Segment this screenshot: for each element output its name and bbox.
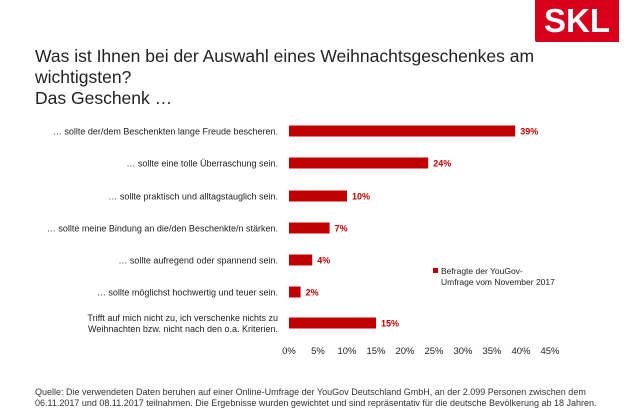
source-note: Quelle: Die verwendeten Daten beruhen au… (35, 387, 597, 408)
bar-6 (289, 286, 301, 298)
category-labels: … sollte der/dem Beschenkten lange Freud… (47, 127, 278, 335)
category-label-3: … sollte praktisch und alltagstauglich s… (108, 192, 278, 202)
x-axis-ticks: 0% 5% 10% 15% 20% 25% 30% 35% 40% 45% (282, 346, 560, 357)
category-label-2: … sollte eine tolle Überraschung sein. (126, 159, 278, 169)
category-label-7-line-2: Weihnachten bzw. nicht nach den o.a. Kri… (88, 324, 278, 334)
bar-4 (289, 222, 330, 234)
bar-2 (289, 157, 429, 169)
category-label-5: … sollte aufregend oder spannend sein. (118, 256, 278, 266)
legend-label-line-1: Befragte der YouGov- (441, 266, 523, 276)
title-line-2: Das Geschenk … (35, 88, 173, 108)
category-label-1: … sollte der/dem Beschenkten lange Freud… (53, 127, 278, 137)
bar-3 (289, 190, 347, 202)
x-tick-15pct: 15% (366, 346, 386, 357)
x-tick-20pct: 20% (395, 346, 415, 357)
value-label-4: 7% (335, 224, 348, 234)
bars-layer (289, 125, 516, 329)
x-tick-10pct: 10% (337, 346, 357, 357)
legend-label-line-2: Umfrage vom November 2017 (441, 277, 555, 287)
x-tick-5pct: 5% (311, 346, 325, 357)
value-label-1: 39% (520, 127, 538, 137)
legend: Befragte der YouGov-Umfrage vom November… (433, 266, 555, 287)
x-tick-45pct: 45% (540, 346, 560, 357)
title-line-1: Was ist Ihnen bei der Auswahl eines Weih… (35, 46, 535, 87)
x-tick-25pct: 25% (424, 346, 444, 357)
x-tick-35pct: 35% (482, 346, 502, 357)
legend-swatch (433, 268, 438, 273)
value-label-3: 10% (352, 192, 370, 202)
x-tick-30pct: 30% (453, 346, 473, 357)
bar-1 (289, 125, 516, 137)
value-label-2: 24% (433, 159, 451, 169)
chart-title: Was ist Ihnen bei der Auswahl eines Weih… (35, 46, 605, 109)
value-label-7: 15% (381, 319, 399, 329)
value-label-6: 2% (306, 288, 319, 298)
x-tick-0pct: 0% (282, 346, 296, 357)
value-labels: 39% 24% 10% 7% 4% 2% 15% (306, 127, 539, 329)
bar-5 (289, 254, 313, 266)
bar-7 (289, 317, 376, 329)
logo-text: SKL (544, 2, 610, 39)
category-label-6: … sollte möglichst hochwertig und teuer … (97, 288, 278, 298)
x-tick-40pct: 40% (511, 346, 531, 357)
skl-logo: SKL (535, 0, 619, 42)
value-label-5: 4% (317, 256, 330, 266)
category-label-4: … sollte meine Bindung an die/den Besche… (47, 224, 278, 234)
category-label-7-line-1: Trifft auf mich nicht zu, ich verschenke… (87, 313, 278, 323)
